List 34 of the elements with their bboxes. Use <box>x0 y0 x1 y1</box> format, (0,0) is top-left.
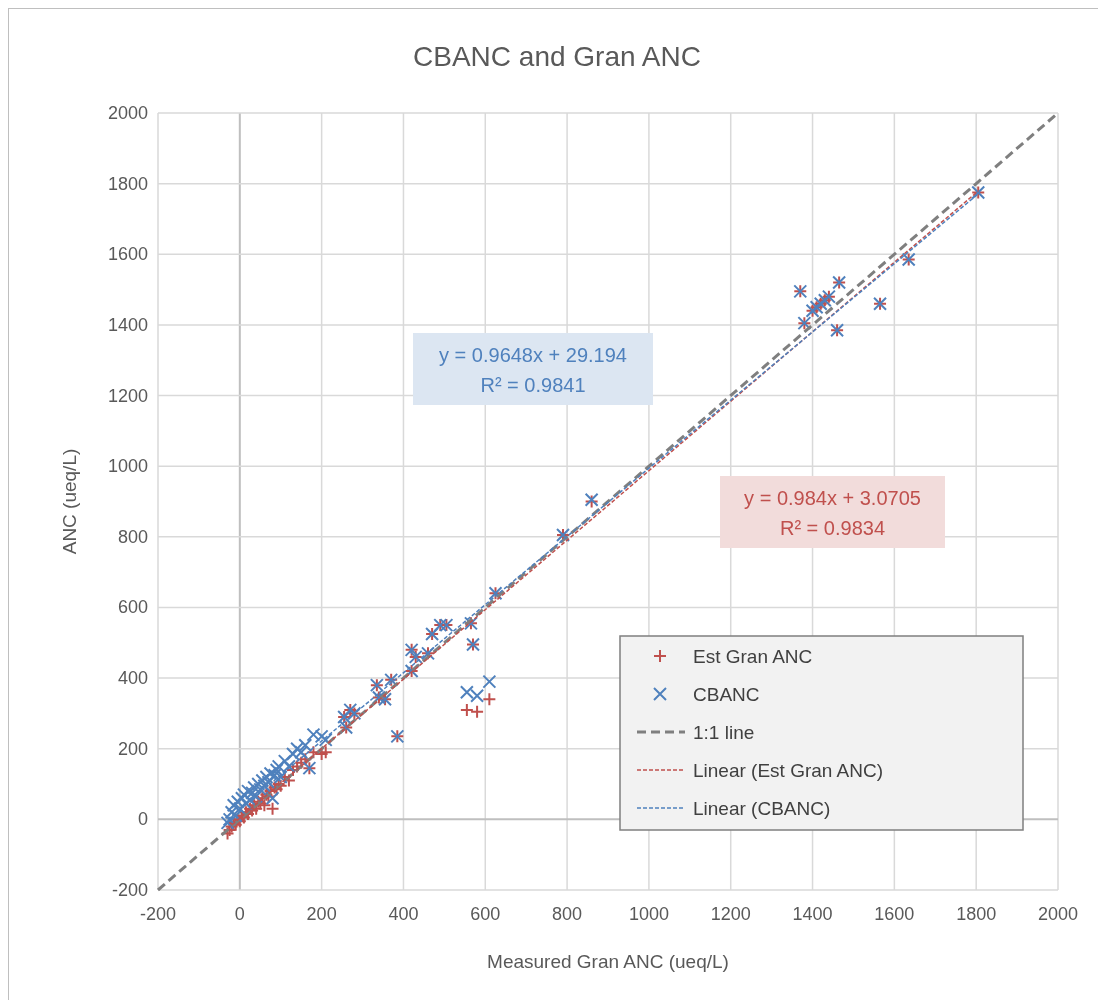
legend-label: Linear (CBANC) <box>693 798 831 819</box>
annotation: y = 0.984x + 3.0705 R² = 0.9834 <box>744 487 921 539</box>
x-tick-label: 1000 <box>628 904 669 924</box>
x-tick-label: 200 <box>306 904 337 924</box>
y-tick-label: 1400 <box>107 314 148 335</box>
x-tick-label: 800 <box>552 904 583 924</box>
y-tick-label: -200 <box>111 880 148 900</box>
legend-label: CBANC <box>693 684 760 705</box>
y-tick-label: 600 <box>117 597 148 618</box>
y-tick-label: 0 <box>137 809 148 830</box>
x-tick-label: 2000 <box>1037 904 1079 924</box>
legend-label: Est Gran ANC <box>693 646 813 667</box>
y-axis-title: ANC (ueq/L) <box>59 448 80 555</box>
x-tick-label: 1400 <box>792 904 833 924</box>
legend-label: Linear (Est Gran ANC) <box>693 760 884 781</box>
x-tick-label: 1800 <box>956 904 997 924</box>
x-tick-label: 600 <box>470 904 501 924</box>
x-tick-label: 1200 <box>710 904 751 924</box>
x-tick-label: 400 <box>388 904 419 924</box>
x-tick-label: -200 <box>139 904 177 924</box>
chart-title: CBANC and Gran ANC <box>413 41 701 72</box>
y-tick-label: 1800 <box>107 173 148 194</box>
y-tick-label: 1200 <box>107 385 148 406</box>
y-tick-label: 2000 <box>107 103 148 123</box>
y-tick-label: 400 <box>117 668 148 689</box>
y-tick-label: 200 <box>117 738 148 759</box>
x-tick-label: 0 <box>234 904 245 924</box>
x-axis-title: Measured Gran ANC (ueq/L) <box>487 951 729 972</box>
y-tick-label: 1600 <box>107 244 148 265</box>
legend-label: 1:1 line <box>693 722 755 743</box>
x-tick-label: 1600 <box>874 904 915 924</box>
y-tick-label: 800 <box>117 526 148 547</box>
annotation: y = 0.9648x + 29.194 R² = 0.9841 <box>439 344 627 396</box>
y-tick-label: 1000 <box>107 456 148 477</box>
